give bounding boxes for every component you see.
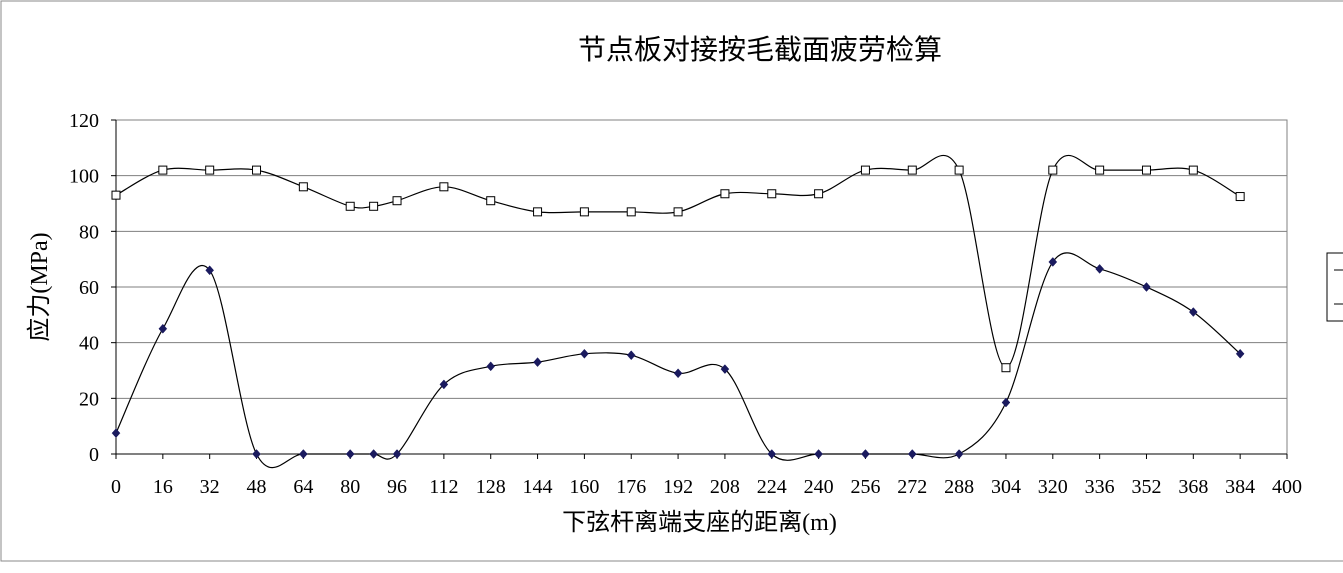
- x-tick-label: 96: [387, 476, 407, 498]
- x-tick-label: 144: [523, 476, 553, 498]
- x-tick-label: 400: [1272, 476, 1302, 498]
- series-2-point: [861, 449, 870, 459]
- x-tick-label: 368: [1178, 476, 1208, 498]
- series-2-point: [486, 361, 496, 372]
- legend-box: [1326, 252, 1343, 322]
- y-tick-label: 60: [79, 277, 99, 299]
- y-tick-label: 40: [79, 333, 99, 355]
- series-1-point: [1095, 165, 1105, 175]
- series-1-point: [486, 196, 496, 206]
- series-2-point: [533, 357, 542, 368]
- series-2-point: [720, 364, 730, 374]
- x-tick-label: 320: [1038, 476, 1068, 498]
- series-1-point: [392, 196, 402, 206]
- x-tick-label: 272: [897, 476, 927, 498]
- y-tick-label: 100: [69, 166, 99, 188]
- series-2-point: [1188, 307, 1198, 317]
- series-1-point: [814, 189, 824, 199]
- x-tick-label: 336: [1085, 476, 1115, 498]
- x-tick-label: 192: [663, 476, 693, 498]
- series-1-point: [1188, 165, 1198, 175]
- series-2-point: [814, 449, 823, 459]
- series-1-point: [1001, 363, 1011, 373]
- series-1-point: [205, 165, 215, 175]
- x-tick-label: 304: [991, 476, 1021, 498]
- y-tick-label: 0: [89, 444, 99, 466]
- series-1-point: [907, 165, 917, 175]
- x-tick-label: 352: [1131, 476, 1161, 498]
- series-2-point: [1142, 282, 1151, 292]
- x-tick-label: 256: [850, 476, 880, 498]
- x-tick-label: 208: [710, 476, 740, 498]
- series-2-point: [954, 449, 964, 459]
- series-2-point: [345, 449, 355, 459]
- series-2-point: [1001, 397, 1011, 408]
- series-1-point: [298, 182, 308, 192]
- y-tick-label: 20: [79, 388, 99, 410]
- series-2-point: [205, 265, 215, 276]
- series-2-point: [626, 350, 636, 361]
- series-1-point: [626, 207, 636, 217]
- series-1-line: [115, 154, 1241, 369]
- y-tick-label: 80: [79, 221, 99, 243]
- x-tick-label: 16: [153, 476, 173, 498]
- series-1-point: [673, 207, 683, 217]
- x-tick-label: 48: [247, 476, 267, 498]
- series-1-point: [954, 165, 964, 175]
- series-1-point: [111, 190, 121, 200]
- series-2-point: [1235, 348, 1245, 359]
- series-2-point: [673, 368, 683, 379]
- series-2-point: [158, 323, 168, 334]
- series-1-point: [720, 189, 730, 199]
- x-tick-label: 32: [200, 476, 220, 498]
- series-2-point: [252, 449, 261, 459]
- x-tick-label: 224: [757, 476, 787, 498]
- y-axis-label: 应力(MPa): [26, 232, 53, 341]
- x-tick-label: 288: [944, 476, 974, 498]
- series-2-point: [111, 428, 121, 439]
- x-tick-label: 112: [429, 476, 458, 498]
- series-1-point: [533, 207, 543, 217]
- series-1-point: [369, 201, 379, 211]
- chart-title: 节点板对接按毛截面疲劳检算: [577, 33, 942, 66]
- series-1-point: [252, 165, 262, 175]
- y-tick-label: 120: [69, 110, 99, 132]
- series-2-point: [580, 348, 589, 359]
- series-1-point: [579, 207, 589, 217]
- x-tick-label: 384: [1225, 476, 1255, 498]
- series-1-point: [158, 165, 168, 175]
- series-2-point: [369, 449, 378, 459]
- series-2-point: [1048, 257, 1058, 267]
- series-1-point: [1235, 192, 1245, 202]
- series-1-point: [767, 189, 777, 199]
- x-tick-label: 160: [569, 476, 599, 498]
- series-2-point: [767, 449, 777, 459]
- x-tick-label: 0: [111, 476, 121, 498]
- series-1-point: [860, 165, 870, 175]
- series-1-point: [439, 182, 449, 192]
- series-2-point: [299, 449, 308, 459]
- x-tick-label: 128: [476, 476, 506, 498]
- series-2-point: [392, 449, 402, 459]
- series-2-point: [1095, 264, 1104, 274]
- x-axis-label: 下弦杆离端支座的距离(m): [562, 509, 837, 536]
- x-tick-label: 80: [340, 476, 360, 498]
- x-tick-label: 64: [293, 476, 313, 498]
- series-2-line: [115, 252, 1241, 469]
- series-2-point: [439, 379, 449, 390]
- series-1-point: [1048, 165, 1058, 175]
- x-tick-label: 176: [616, 476, 646, 498]
- series-1-point: [1141, 165, 1151, 175]
- series-1-point: [345, 201, 355, 211]
- x-tick-label: 240: [804, 476, 834, 498]
- series-2-point: [907, 449, 917, 459]
